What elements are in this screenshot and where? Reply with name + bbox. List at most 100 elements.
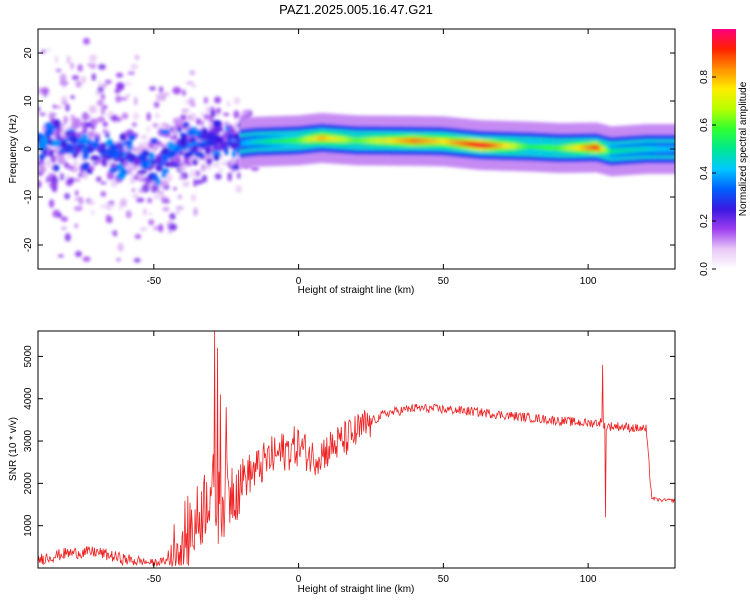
spectrogram-blob bbox=[75, 250, 82, 258]
spectrogram-blob bbox=[160, 129, 170, 135]
ridge-cell bbox=[392, 137, 395, 144]
spectrogram-blob bbox=[40, 167, 47, 173]
spectrogram-blob bbox=[53, 149, 57, 153]
spectrogram-blob bbox=[94, 136, 100, 142]
spectrogram-blob bbox=[217, 167, 224, 173]
ridge-cell bbox=[427, 138, 430, 144]
spectrogram-panel: -50 0 50 100 -20 -10 0 10 20 Height of straight… bbox=[8, 28, 676, 296]
spectrogram-blob bbox=[192, 159, 198, 166]
spectrogram-blob bbox=[100, 191, 107, 197]
ridge-cell bbox=[560, 145, 564, 151]
ridge-cell bbox=[256, 138, 260, 145]
spectrogram-y-ticks: -20 -10 0 10 20 bbox=[23, 47, 675, 252]
spectrogram-blob bbox=[233, 97, 241, 105]
spectrogram-blob bbox=[101, 154, 109, 159]
ridge-cell bbox=[312, 135, 315, 142]
ridge-cell bbox=[413, 138, 416, 144]
ridge-cell bbox=[307, 136, 310, 143]
snr-frame bbox=[37, 330, 676, 569]
spectrogram-blob bbox=[174, 155, 182, 165]
spectrogram-blob bbox=[51, 139, 62, 147]
ridge-cell bbox=[399, 137, 402, 144]
ridge-cell bbox=[303, 136, 307, 143]
ridge-cell bbox=[253, 139, 256, 145]
spectrogram-blob bbox=[49, 199, 55, 208]
spectrogram-x-ticks: -50 0 50 100 bbox=[147, 29, 597, 287]
spectrogram-blob bbox=[75, 80, 82, 88]
ridge-cell bbox=[322, 135, 326, 141]
spectrogram-blob bbox=[137, 169, 148, 175]
spectrogram-blob bbox=[82, 151, 89, 160]
ridge-cell bbox=[291, 137, 295, 144]
ridge-cell bbox=[625, 147, 628, 154]
spectrogram-blob bbox=[172, 117, 182, 125]
spectrogram-blob bbox=[167, 175, 172, 182]
ridge-cell bbox=[487, 142, 491, 149]
x-tick-label: 0 bbox=[296, 574, 302, 585]
spectrogram-blob bbox=[168, 162, 176, 168]
ridge-cell bbox=[402, 137, 406, 144]
ridge-cell bbox=[639, 146, 642, 153]
ridge-cell bbox=[609, 148, 613, 155]
ridge-cell bbox=[510, 143, 514, 149]
spectrogram-blob bbox=[148, 151, 155, 161]
y-tick-label: 10 bbox=[23, 95, 34, 107]
spectrogram-blob bbox=[183, 151, 193, 158]
ridge-cell bbox=[597, 145, 600, 151]
spectrogram-blob bbox=[38, 87, 43, 95]
ridge-cell bbox=[286, 137, 289, 144]
spectrogram-blob bbox=[110, 114, 118, 122]
y-tick-label: -10 bbox=[23, 189, 34, 204]
ridge-cell bbox=[465, 140, 468, 147]
ridge-cell bbox=[541, 144, 545, 151]
y-tick-label: 4000 bbox=[23, 387, 34, 410]
spectrogram-blob bbox=[104, 79, 112, 84]
spectrogram-blob bbox=[190, 194, 197, 202]
ridge-cell bbox=[317, 135, 321, 142]
spectrogram-blob bbox=[76, 137, 84, 143]
ridge-cell bbox=[302, 137, 305, 143]
ridge-cell bbox=[576, 144, 580, 151]
ridge-cell bbox=[649, 146, 653, 152]
ridge-cell bbox=[618, 148, 621, 154]
x-tick-label: -50 bbox=[147, 276, 162, 287]
ridge-cell bbox=[361, 137, 364, 144]
spectrogram-blob bbox=[125, 93, 130, 98]
ridge-cell bbox=[474, 141, 477, 148]
ridge-cell bbox=[444, 138, 448, 145]
ridge-cell bbox=[251, 139, 255, 145]
spectrogram-blob bbox=[161, 168, 170, 175]
ridge-cell bbox=[270, 138, 274, 145]
spectrogram-blob bbox=[128, 134, 136, 141]
spectrogram-blob bbox=[226, 133, 233, 141]
ridge-cell bbox=[519, 143, 522, 150]
ridge-cell bbox=[585, 144, 588, 151]
ridge-cell bbox=[496, 142, 500, 149]
spectrogram-blob bbox=[203, 96, 209, 104]
ridge-cell bbox=[390, 137, 394, 144]
x-tick-label: 100 bbox=[580, 276, 597, 287]
spectrogram-blob bbox=[143, 208, 147, 216]
colorbar-gradient bbox=[712, 29, 736, 269]
ridge-cell bbox=[472, 141, 475, 148]
spectrogram-blob bbox=[116, 172, 126, 180]
ridge-cell bbox=[647, 146, 651, 152]
spectrogram-blob bbox=[126, 167, 133, 175]
spectrogram-blob bbox=[80, 75, 87, 84]
y-tick-label: 3000 bbox=[23, 429, 34, 452]
ridge-cell bbox=[607, 147, 611, 154]
spectrogram-blob bbox=[113, 230, 118, 237]
ridge-cell bbox=[298, 137, 302, 144]
spectrogram-blob bbox=[108, 200, 115, 205]
ridge-cell bbox=[265, 138, 269, 145]
spectrogram-blob bbox=[182, 181, 190, 187]
spectrogram-blob bbox=[189, 70, 196, 76]
spectrogram-blob bbox=[231, 156, 236, 165]
spectrogram-blob bbox=[75, 190, 79, 196]
ridge-cell bbox=[246, 139, 249, 146]
spectrogram-blob bbox=[203, 115, 212, 119]
ridge-cell bbox=[381, 137, 385, 144]
spectrogram-blob bbox=[177, 194, 183, 200]
ridge-cell bbox=[319, 135, 322, 141]
